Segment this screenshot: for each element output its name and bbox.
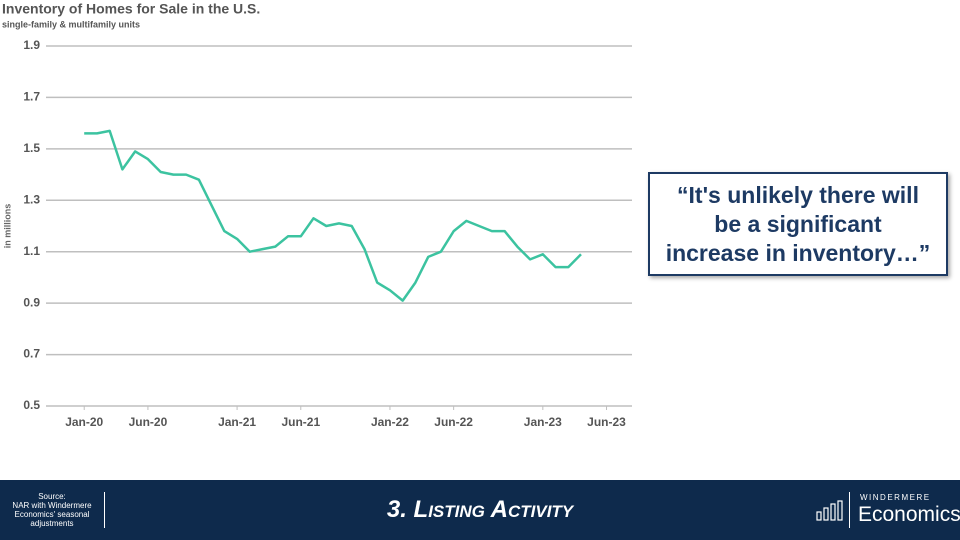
source-line: NAR with Windermere — [12, 501, 92, 510]
y-tick-label: 1.3 — [23, 192, 40, 206]
quote-line: increase in inventory…” — [665, 239, 931, 266]
x-tick-label: Jun-23 — [587, 415, 626, 429]
y-axis-label: in millions — [2, 204, 12, 249]
chart-subtitle: single-family & multifamily units — [2, 19, 140, 29]
section-title: 3. Listing Activity — [386, 496, 574, 523]
y-tick-label: 1.5 — [23, 141, 40, 155]
x-tick-label: Jan-21 — [218, 415, 256, 429]
chart-title: Inventory of Homes for Sale in the U.S. — [2, 1, 260, 17]
y-tick-label: 0.5 — [23, 398, 40, 412]
x-tick-label: Jan-22 — [371, 415, 409, 429]
quote-box: “It's unlikely there will be a significan… — [648, 172, 948, 276]
y-tick-label: 1.7 — [23, 90, 40, 104]
x-tick-label: Jun-20 — [129, 415, 168, 429]
x-tick-label: Jan-23 — [524, 415, 562, 429]
logo-icon — [816, 500, 843, 521]
quote-line: “It's unlikely there will — [677, 181, 919, 208]
y-tick-label: 1.9 — [23, 38, 40, 52]
x-tick-label: Jun-22 — [434, 415, 473, 429]
source: Source: NAR with Windermere Economics' sea… — [0, 492, 105, 528]
source-line: adjustments — [30, 519, 74, 528]
brand-top: WINDERMERE — [860, 493, 931, 502]
y-tick-label: 0.9 — [23, 295, 40, 309]
source-line: Economics' seasonal — [14, 510, 90, 519]
y-tick-label: 1.1 — [23, 244, 40, 258]
brand-bottom: Economics — [858, 503, 960, 526]
y-tick-label: 0.7 — [23, 347, 40, 361]
data-line — [84, 129, 582, 302]
x-tick-label: Jan-20 — [65, 415, 103, 429]
x-tick-label: Jun-21 — [281, 415, 320, 429]
source-line: Source: — [38, 492, 66, 501]
footer: Source: NAR with Windermere Economics' sea… — [0, 480, 960, 540]
chart: Inventory of Homes for Sale in the U.S. … — [2, 1, 632, 429]
quote-line: be a significant — [714, 210, 882, 237]
logo-divider — [849, 492, 850, 528]
